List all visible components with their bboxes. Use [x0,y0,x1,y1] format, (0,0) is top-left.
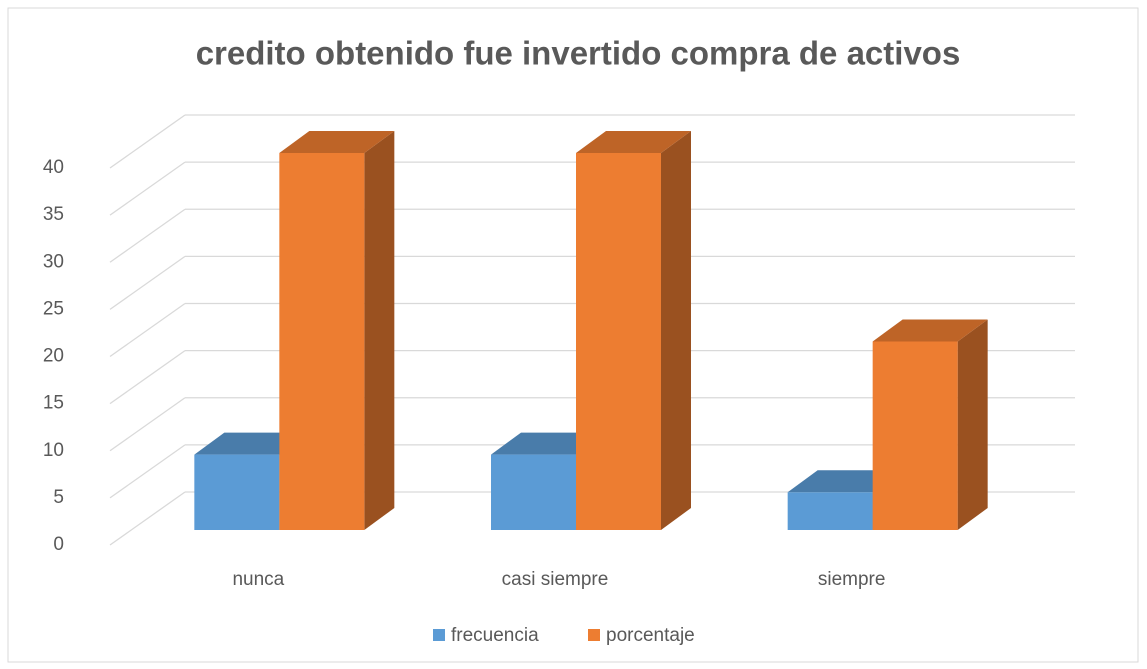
legend-swatch [588,629,600,641]
y-tick-label: 25 [43,298,64,319]
bar [279,131,395,530]
legend-swatch [433,629,445,641]
bar-front [872,341,958,530]
bar-top [872,319,988,342]
bar-side [661,131,691,530]
bar-side [957,319,988,530]
bar-top [576,131,691,153]
legend-label: frecuencia [451,625,539,646]
bar [872,319,988,530]
y-tick-label: 20 [43,346,64,367]
grid-line [109,114,1075,169]
y-tick-label: 10 [43,440,64,461]
bar-side [364,131,395,530]
x-tick-label: siempre [818,569,886,590]
grid-diagonal [109,114,186,169]
y-tick-label: 30 [43,251,64,272]
y-tick-label: 15 [43,393,64,414]
bar-front [194,454,280,530]
grid-diagonal [109,444,186,499]
chart-title: credito obtenido fue invertido compra de… [196,35,961,72]
grid-diagonal [109,397,186,452]
y-tick-label: 5 [53,487,64,508]
x-tick-label: casi siempre [502,569,609,590]
bar [576,131,691,530]
y-tick-label: 35 [43,204,64,225]
grid-diagonal [109,255,186,310]
grid-diagonal [109,161,186,216]
grid-diagonal [109,302,186,358]
y-tick-label: 0 [53,534,64,555]
bar-front [491,454,576,530]
grid-diagonal [109,208,186,263]
bar-front [576,153,661,530]
bar-top [279,131,395,153]
grid-diagonal [109,491,186,546]
legend-label: porcentaje [606,625,695,646]
bar-front [279,153,365,530]
y-tick-label: 40 [43,157,64,178]
bar-front [787,492,873,530]
grid-diagonal [109,350,186,405]
x-tick-label: nunca [232,569,284,590]
